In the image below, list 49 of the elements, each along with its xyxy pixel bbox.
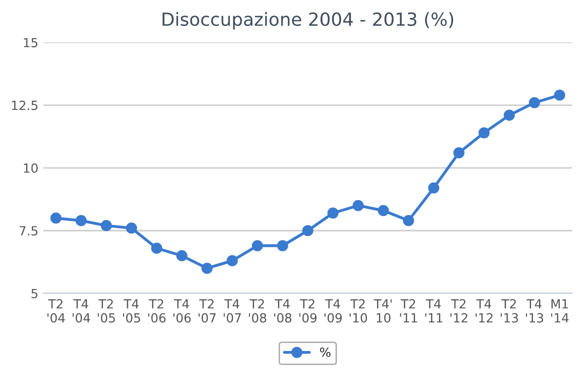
y-tick-label: 10 <box>24 163 38 173</box>
point <box>378 204 389 216</box>
x-tick-label: T2 '12 <box>450 299 468 322</box>
point <box>277 240 288 252</box>
point <box>554 90 566 101</box>
point <box>453 147 464 158</box>
x-tick-label: T2 '04 <box>47 299 65 323</box>
legend-label: % <box>320 347 331 357</box>
x-tick-label: T2 '06 <box>148 299 166 323</box>
point <box>126 222 138 234</box>
point <box>402 215 414 226</box>
point <box>478 127 490 138</box>
point <box>151 242 162 254</box>
point <box>176 250 188 262</box>
point <box>100 220 112 232</box>
x-tick-label: T4' 10 <box>374 299 392 323</box>
x-tick-label: T4 '13 <box>526 299 544 323</box>
point <box>50 212 62 224</box>
y-tick-label: 15 <box>24 38 38 48</box>
x-tick-label: T4 '07 <box>224 299 241 323</box>
point <box>352 200 364 212</box>
x-tick-label: T4 '06 <box>173 299 191 323</box>
x-tick-label: T4 '09 <box>324 299 342 323</box>
x-tick-label: M1 '14 <box>551 299 569 322</box>
x-tick-label: T4 '05 <box>123 299 140 323</box>
chart-title: Disoccupazione 2004 - 2013 (%) <box>162 12 454 30</box>
point <box>528 97 540 108</box>
point <box>76 215 87 226</box>
x-tick-label: T2 '08 <box>248 299 266 323</box>
x-tick-label: T2 '05 <box>98 299 115 323</box>
point <box>504 110 515 121</box>
y-tick-label: 5 <box>32 288 38 298</box>
point <box>302 225 314 236</box>
y-tick-label: 12.5 <box>12 100 38 110</box>
x-tick-label: T4 '12 <box>476 299 492 322</box>
point <box>226 255 238 266</box>
x-tick-label: T4 '04 <box>72 299 90 323</box>
x-tick-label: T4 '08 <box>274 299 292 323</box>
x-tick-label: T2 '11 <box>400 299 418 322</box>
point <box>201 262 213 274</box>
y-tick-label: 7.5 <box>20 226 38 236</box>
x-tick-label: T2 '07 <box>198 299 216 323</box>
point <box>428 182 440 194</box>
point <box>252 240 263 252</box>
x-tick-label: T2 '09 <box>299 299 317 323</box>
x-tick-label: T4 '11 <box>425 299 442 322</box>
x-tick-label: T2 '13 <box>500 299 518 323</box>
x-tick-label: T2 '10 <box>350 299 367 323</box>
point <box>327 208 339 219</box>
